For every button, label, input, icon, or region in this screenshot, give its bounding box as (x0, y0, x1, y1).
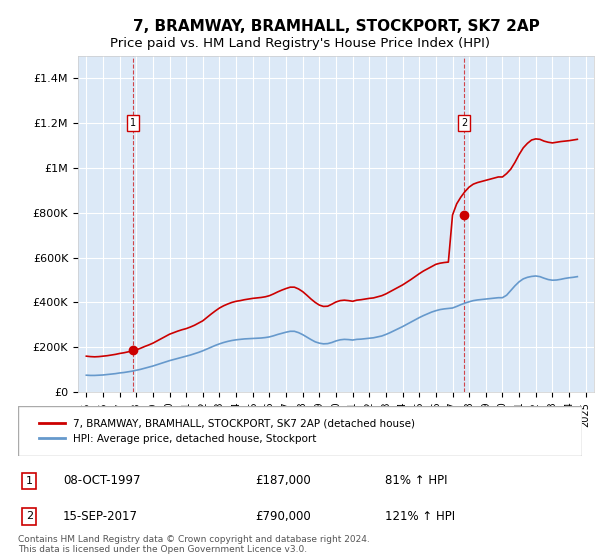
Text: 1: 1 (26, 476, 33, 486)
Text: 08-OCT-1997: 08-OCT-1997 (63, 474, 140, 487)
Text: Price paid vs. HM Land Registry's House Price Index (HPI): Price paid vs. HM Land Registry's House … (110, 37, 490, 50)
Text: £790,000: £790,000 (255, 510, 311, 523)
Text: 1: 1 (130, 118, 136, 128)
Text: 2: 2 (461, 118, 467, 128)
Text: 2: 2 (26, 511, 33, 521)
Text: 121% ↑ HPI: 121% ↑ HPI (385, 510, 455, 523)
Text: £187,000: £187,000 (255, 474, 311, 487)
Text: 81% ↑ HPI: 81% ↑ HPI (385, 474, 447, 487)
Text: 15-SEP-2017: 15-SEP-2017 (63, 510, 138, 523)
Text: Contains HM Land Registry data © Crown copyright and database right 2024.
This d: Contains HM Land Registry data © Crown c… (18, 535, 370, 554)
Title: 7, BRAMWAY, BRAMHALL, STOCKPORT, SK7 2AP: 7, BRAMWAY, BRAMHALL, STOCKPORT, SK7 2AP (133, 19, 539, 34)
FancyBboxPatch shape (18, 406, 582, 456)
Legend: 7, BRAMWAY, BRAMHALL, STOCKPORT, SK7 2AP (detached house), HPI: Average price, d: 7, BRAMWAY, BRAMHALL, STOCKPORT, SK7 2AP… (34, 414, 419, 448)
